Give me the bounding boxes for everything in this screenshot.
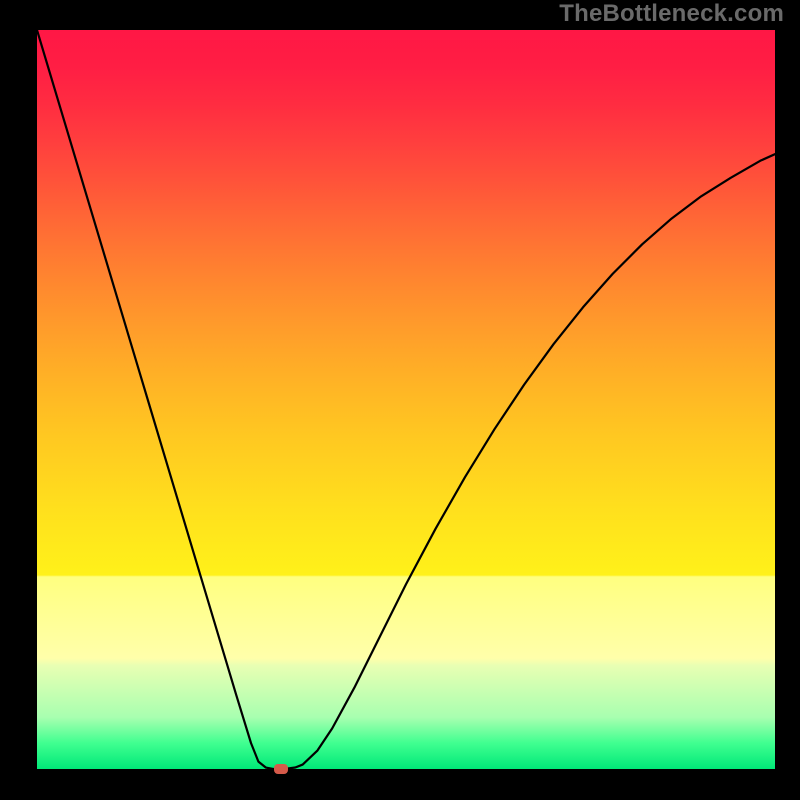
plot-area — [37, 30, 775, 769]
curve-layer — [37, 30, 775, 769]
minimum-marker — [274, 764, 288, 774]
bottleneck-chart: TheBottleneck.com — [0, 0, 800, 800]
watermark-text: TheBottleneck.com — [559, 0, 784, 28]
